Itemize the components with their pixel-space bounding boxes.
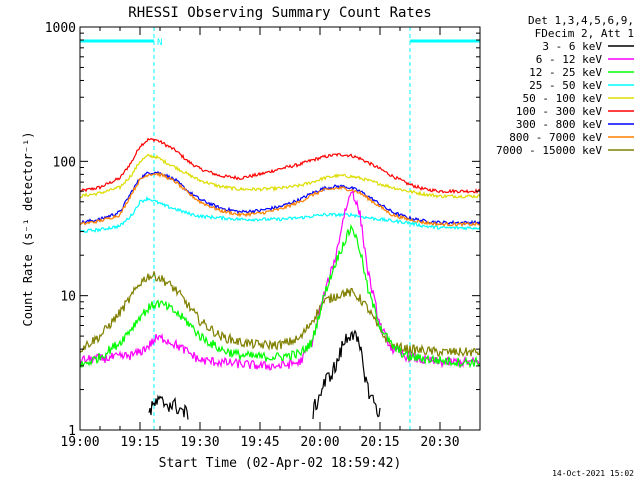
- footer-timestamp: 14-Oct-2021 15:02: [552, 469, 634, 478]
- series-line: [148, 329, 381, 420]
- legend-label: 12 - 25 keV: [529, 66, 602, 79]
- night-label: N: [157, 38, 162, 48]
- series-line: [79, 223, 481, 369]
- x-tick-label: 19:45: [240, 435, 279, 450]
- legend-label: 6 - 12 keV: [536, 53, 603, 66]
- series-line: [79, 153, 481, 199]
- y-tick-label: 100: [53, 155, 76, 170]
- y-tick-label: 1: [68, 424, 76, 439]
- x-tick-label: 19:15: [120, 435, 159, 450]
- legend-label: 300 - 800 keV: [516, 118, 602, 131]
- plot-frame: [79, 26, 481, 431]
- plot-area: N: [79, 27, 481, 430]
- x-tick-label: 19:00: [60, 435, 99, 450]
- y-tick-label: 1000: [45, 21, 76, 36]
- legend-label: 800 - 7000 keV: [509, 131, 602, 144]
- x-tick-label: 19:30: [180, 435, 219, 450]
- series-line: [79, 195, 481, 234]
- x-axis-label: Start Time (02-Apr-02 18:59:42): [159, 456, 402, 471]
- y-axis-label: Count Rate (s⁻¹ detector⁻¹): [21, 131, 35, 326]
- legend-header: Det 1,3,4,5,6,9,: [528, 14, 634, 27]
- legend-label: 50 - 100 keV: [523, 92, 603, 105]
- legend-label: 7000 - 15000 keV: [496, 144, 602, 157]
- legend-label: 100 - 300 keV: [516, 105, 602, 118]
- series-line: [79, 171, 481, 228]
- legend-label: 25 - 50 keV: [529, 79, 602, 92]
- series-line: [80, 170, 481, 226]
- x-tick-label: 20:30: [420, 435, 459, 450]
- chart-title: RHESSI Observing Summary Count Rates: [128, 5, 431, 21]
- axes: 19:00 19:15 19:30 19:45 20:00 20:15 20:30 1 10 10…: [45, 21, 481, 450]
- x-tick-label: 20:15: [360, 435, 399, 450]
- legend-label: 3 - 6 keV: [542, 40, 602, 53]
- x-tick-label: 20:00: [300, 435, 339, 450]
- series-line: [79, 137, 481, 195]
- legend: Det 1,3,4,5,6,9,FDecim 2, Att 13 - 6 keV…: [496, 14, 634, 157]
- y-tick-label: 10: [60, 290, 76, 305]
- series-line: [79, 271, 481, 358]
- legend-header: FDecim 2, Att 1: [535, 27, 634, 40]
